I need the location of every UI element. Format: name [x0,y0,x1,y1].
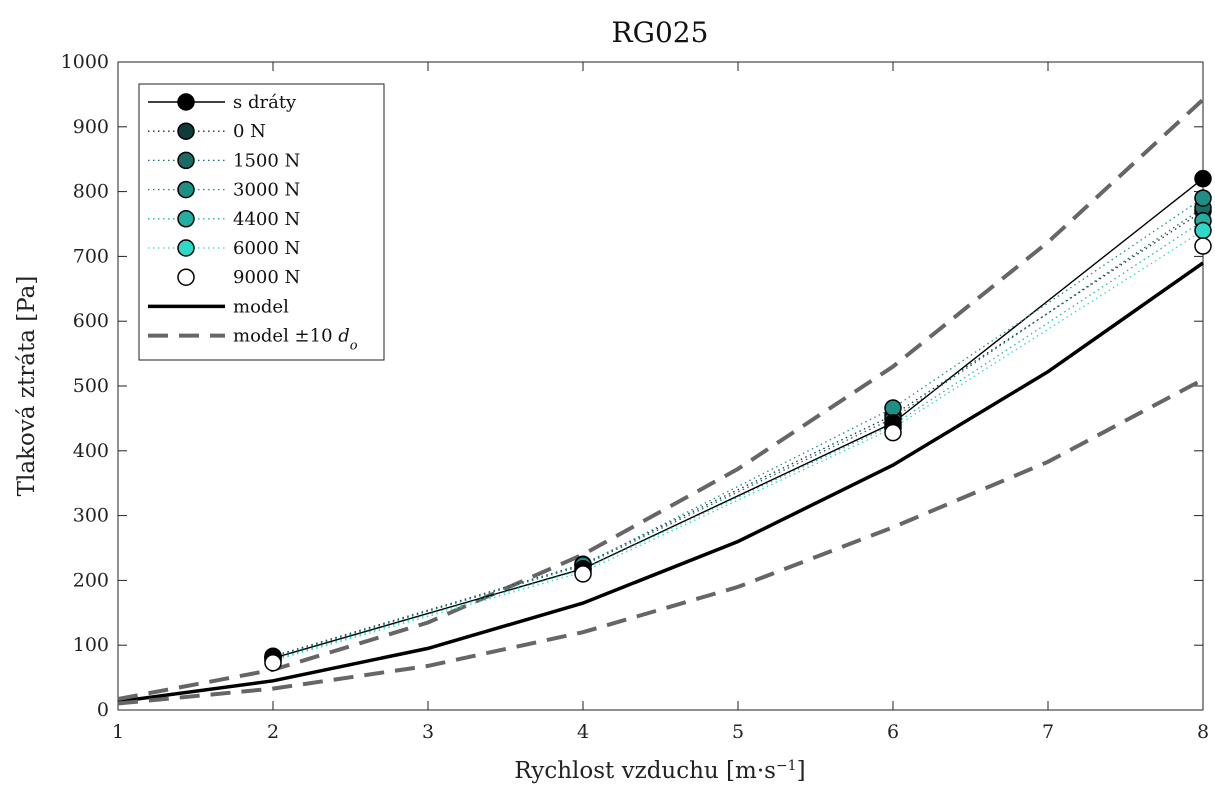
x-tick-label: 2 [267,721,279,743]
legend-label: model [233,296,289,317]
y-tick-label: 900 [73,116,109,138]
legend-label: 4400 N [233,209,300,230]
legend-label-subscript: o [350,338,358,353]
y-tick-label: 0 [97,699,109,721]
legend-label-text: 1500 N [233,150,300,171]
legend-marker [177,268,195,286]
model-bound-line [117,377,1204,706]
legend-marker [177,210,195,228]
series-layer [117,98,1212,706]
x-axis-title-end: ] [797,758,806,784]
legend-label: 9000 N [233,267,300,288]
y-tick-label: 600 [73,310,109,332]
x-tick-label: 3 [422,721,434,743]
x-tick-label: 4 [577,721,589,743]
data-point-marker [574,565,592,583]
legend-label-text: 9000 N [233,267,300,288]
legend-marker [177,180,195,199]
data-point-marker [1194,237,1212,255]
legend-label: s dráty [233,92,297,113]
legend-marker [177,151,195,170]
legend-label: 3000 N [233,180,300,201]
legend-marker [177,122,195,140]
legend-label-text: 3000 N [233,180,300,201]
x-tick-label: 8 [1197,721,1209,743]
data-point-marker [1194,169,1212,188]
model-line [117,261,1205,704]
legend-label-italic: d [333,326,350,347]
legend-label-text: model [233,296,289,317]
y-tick-label: 700 [73,245,109,267]
legend-label: 0 N [233,121,266,142]
x-tick-label: 5 [732,721,744,743]
y-tick-label: 100 [73,634,109,656]
ticks-layer: 0 100 200 300 400 500 600 700 800 900 1000 1 2 3 4 5 6 7 8 [61,51,1209,743]
y-tick-label: 500 [73,375,109,397]
legend-label-text: 4400 N [233,209,300,230]
x-tick-label: 7 [1042,721,1054,743]
x-axis-title-sup: −1 [776,758,797,774]
data-point-marker [1194,189,1212,207]
x-tick-label: 1 [112,721,124,743]
series-dotted-line [272,210,1204,657]
y-tick-label: 300 [73,505,109,527]
legend-marker [177,239,195,257]
x-axis-title: Rychlost vzduchu [m·s−1] [514,758,805,784]
series-solid-line [272,178,1204,659]
data-point-marker [884,423,902,442]
x-axis-title-main: Rychlost vzduchu [m·s [514,758,776,784]
series-dotted-line [272,220,1204,661]
legend-label-text: 0 N [233,121,266,142]
legend-label-text: model ±10 [233,326,333,347]
y-tick-label: 800 [73,181,109,203]
legend-marker [177,93,195,111]
legend: s dráty 0 N 1500 N 3000 N 4400 N 6000 N 9000 N… [138,83,385,361]
legend-label: 6000 N [233,238,300,259]
data-point-marker [264,653,282,672]
x-tick-label: 6 [887,721,899,743]
model-bound-line [117,98,1205,701]
legend-label-text: s dráty [233,92,297,113]
data-point-marker [1194,221,1212,240]
legend-label: 1500 N [233,150,300,171]
series-dotted-line [272,229,1204,662]
y-tick-label: 400 [73,440,109,462]
legend-label: model ±10 do [233,326,358,354]
chart-title: RG025 [612,16,709,49]
data-point-marker [884,399,902,417]
legend-label-text: 6000 N [233,238,300,259]
y-tick-label: 1000 [61,51,109,73]
y-tick-label: 200 [73,569,109,591]
y-axis-title: Tlaková ztráta [Pa] [14,276,40,497]
